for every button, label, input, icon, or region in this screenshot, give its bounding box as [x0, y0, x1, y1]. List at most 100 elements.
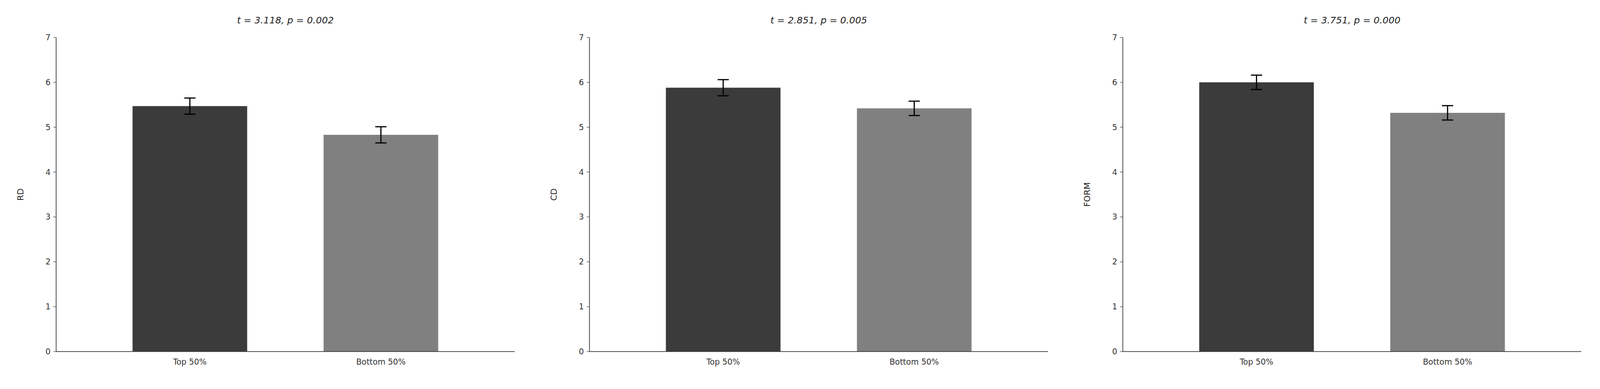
x-tick-label: Bottom 50% [356, 356, 406, 367]
error-line [913, 101, 916, 116]
y-tick [1120, 216, 1123, 218]
y-tick [53, 261, 57, 262]
y-tick-label: 1 [45, 301, 51, 312]
x-axis-line [589, 350, 1048, 352]
y-tick [586, 171, 590, 173]
y-tick-label: 3 [45, 211, 51, 222]
error-bar [184, 97, 196, 115]
chart-svg: 01234567Top 50%Bottom 50%RDt = 3.118, p … [0, 0, 1600, 389]
x-axis-line [56, 350, 515, 352]
y-tick-label: 6 [578, 77, 584, 88]
x-tick-label: Top 50% [1239, 356, 1274, 367]
error-bar [375, 126, 387, 144]
panel: 0 1 2 3 4 5 6 7 Top 50% Bottom 50% FORM t = 3.751, … [1082, 14, 1582, 367]
title: t = 3.751, p = 0.000 [1303, 14, 1401, 26]
y-tick-label: 0 [45, 346, 51, 357]
y-tick-label: 2 [1112, 256, 1118, 267]
y-tick [53, 216, 57, 218]
y-tick [53, 126, 57, 128]
y-tick-label: 1 [578, 301, 584, 312]
bar [1199, 82, 1314, 352]
error-cap [1250, 88, 1263, 91]
error-cap [184, 113, 196, 116]
bar [1390, 112, 1506, 352]
error-line [189, 97, 191, 115]
x-tick-label: Bottom 50% [1422, 356, 1473, 367]
error-line [1447, 105, 1449, 121]
y-tick-label: 6 [45, 77, 51, 88]
y-tick-label: 2 [45, 256, 51, 267]
marks [665, 79, 972, 352]
y-tick [1120, 306, 1123, 307]
y-axis-line [55, 37, 57, 352]
x-tick-label: Top 50% [705, 356, 741, 367]
marks [132, 97, 438, 352]
error-cap [1250, 74, 1263, 76]
y-tick [53, 351, 57, 352]
error-cap [717, 79, 729, 81]
error-cap [717, 94, 729, 97]
x-axis-line [1122, 350, 1582, 352]
error-line [380, 126, 382, 144]
y-tick [586, 261, 590, 262]
panel: 01234567Top 50%Bottom 50%RDt = 3.118, p … [15, 14, 515, 367]
y-tick-label: 2 [578, 256, 584, 267]
y-tick [586, 306, 590, 307]
error-cap [1441, 119, 1454, 121]
y-axis-line [589, 37, 590, 352]
error-line [722, 79, 725, 96]
error-bar [717, 79, 729, 96]
y-axis-label: RD [15, 188, 26, 201]
y-axis-line [1122, 37, 1124, 352]
y-tick-label: 0 [1112, 346, 1118, 357]
y-tick [1120, 351, 1123, 352]
marks [1199, 75, 1505, 352]
y-tick-label: 7 [45, 32, 51, 43]
y-tick-label: 3 [578, 211, 584, 222]
panel: 01234567Top 50%Bottom 50%CDt = 2.851, p … [548, 14, 1048, 367]
y-axis-label: FORM [1082, 181, 1092, 207]
y-tick [1120, 37, 1123, 38]
y-tick [53, 81, 57, 83]
y-tick-label: 4 [45, 167, 51, 177]
y-tick [586, 216, 590, 218]
error-line [1256, 75, 1258, 90]
x-tick-label: Top 50% [172, 356, 207, 367]
error-cap [184, 97, 196, 99]
title: t = 2.851, p = 0.005 [770, 14, 868, 26]
y-tick [586, 81, 590, 83]
y-tick [53, 37, 57, 38]
y-tick-label: 7 [578, 32, 584, 43]
chart-root: 01234567Top 50%Bottom 50%RDt = 3.118, p … [0, 0, 1600, 389]
y-tick [1120, 126, 1123, 128]
y-tick-label: 4 [1112, 167, 1118, 177]
x-tick-label: Bottom 50% [889, 356, 939, 367]
y-tick [53, 306, 57, 307]
y-tick-label: 5 [45, 122, 51, 132]
y-tick [586, 126, 590, 128]
error-bar [1250, 75, 1263, 90]
error-bar [1441, 105, 1454, 121]
y-axis-label: CD [548, 188, 559, 201]
error-cap [908, 100, 920, 102]
y-tick [586, 351, 590, 352]
error-cap [908, 115, 920, 117]
y-tick [1120, 261, 1123, 262]
y-tick [1120, 171, 1123, 173]
error-cap [1441, 104, 1454, 107]
y-tick-label: 3 [1112, 211, 1118, 222]
y-tick-label: 0 [578, 346, 584, 357]
bar [665, 87, 781, 352]
error-cap [375, 142, 387, 144]
y-tick-label: 1 [1112, 301, 1118, 312]
y-tick [53, 171, 57, 173]
y-tick-label: 5 [1112, 122, 1118, 132]
bar [857, 108, 972, 352]
bar [132, 106, 248, 352]
y-tick [1120, 81, 1123, 83]
y-tick [586, 37, 590, 38]
y-tick-label: 6 [1112, 77, 1118, 88]
error-bar [908, 101, 920, 116]
error-cap [375, 126, 387, 128]
y-tick-label: 7 [1112, 32, 1118, 43]
